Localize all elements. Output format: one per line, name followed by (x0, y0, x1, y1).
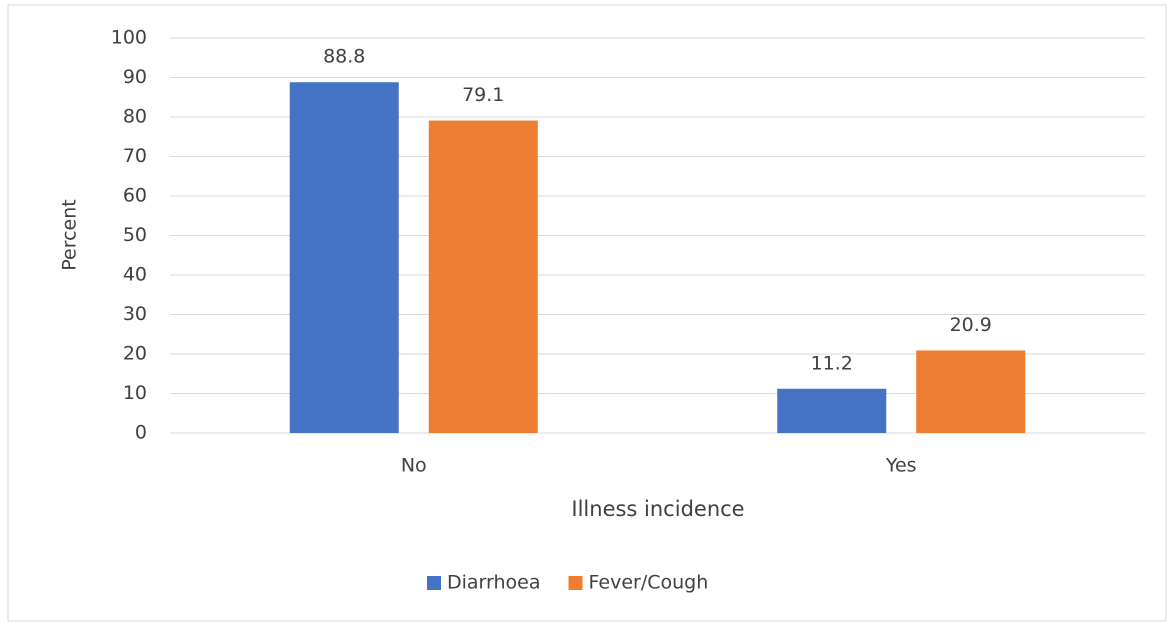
y-tick-label: 80 (123, 106, 147, 128)
y-tick-label: 60 (123, 185, 147, 207)
y-tick-label: 100 (111, 27, 147, 49)
legend-label: Diarrhoea (447, 572, 541, 594)
x-tick-label: Yes (885, 455, 917, 477)
y-tick-label: 20 (123, 343, 147, 365)
y-tick-label: 40 (123, 264, 147, 286)
data-label: 20.9 (950, 314, 992, 336)
data-label: 79.1 (462, 84, 504, 106)
legend-swatch (427, 576, 441, 590)
y-axis-label: Percent (59, 199, 81, 271)
data-label: 11.2 (811, 352, 853, 374)
data-label: 88.8 (323, 46, 365, 68)
legend-label: Fever/Cough (589, 572, 709, 594)
y-tick-label: 70 (123, 145, 147, 167)
y-tick-label: 0 (135, 422, 147, 444)
bar (777, 388, 887, 433)
y-tick-label: 10 (123, 382, 147, 404)
bar (916, 350, 1026, 433)
x-axis-label: Illness incidence (571, 497, 744, 521)
legend-swatch (568, 576, 583, 590)
y-tick-label: 90 (123, 66, 147, 88)
bar (289, 82, 399, 434)
y-tick-label: 30 (123, 303, 147, 325)
x-tick-label: No (401, 455, 427, 477)
bar (428, 120, 538, 434)
y-tick-label: 50 (123, 224, 147, 246)
chart-frame (7, 4, 1167, 622)
